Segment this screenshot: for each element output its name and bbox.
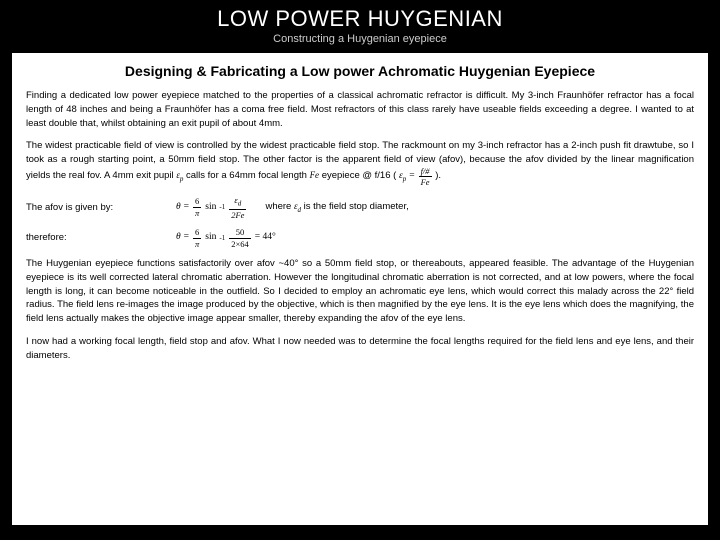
row-afov-formula: The afov is given by: θ = 6 π sin-1 εd 2… xyxy=(26,196,694,219)
formula-therefore: θ = 6 π sin-1 50 2×64 = 44° xyxy=(176,228,276,248)
fraction: εd 2Fe xyxy=(229,196,246,219)
fraction: 6 π xyxy=(193,197,201,217)
paragraph-closing: I now had a working focal length, field … xyxy=(26,335,694,363)
text-run: calls for a 64mm focal length xyxy=(186,170,310,181)
var-epsilon-p: εp xyxy=(176,170,183,180)
label-afov: The afov is given by: xyxy=(26,201,158,215)
row-therefore: therefore: θ = 6 π sin-1 50 2×64 = 44° xyxy=(26,228,694,248)
paragraph-huygenian: The Huygenian eyepiece functions satisfa… xyxy=(26,257,694,326)
text-run: ). xyxy=(435,170,441,181)
fraction: 50 2×64 xyxy=(229,228,251,248)
text-run: eyepiece @ f/16 ( xyxy=(322,170,397,181)
label-therefore: therefore: xyxy=(26,231,158,245)
paragraph-intro: Finding a dedicated low power eyepiece m… xyxy=(26,89,694,130)
document-heading: Designing & Fabricating a Low power Achr… xyxy=(26,63,694,79)
fraction: f/# Fe xyxy=(419,167,432,187)
var-fe: Fe xyxy=(310,170,320,180)
paragraph-fieldstop: The widest practicable field of view is … xyxy=(26,139,694,187)
formula-afov: θ = 6 π sin-1 εd 2Fe xyxy=(176,196,247,219)
slide-header: LOW POWER HUYGENIAN Constructing a Huyge… xyxy=(0,0,720,49)
formula-exit-pupil: εp = f/# Fe xyxy=(399,167,433,187)
slide-subtitle: Constructing a Huygenian eyepiece xyxy=(0,33,720,45)
document-body: Designing & Fabricating a Low power Achr… xyxy=(12,53,708,525)
afov-where: where εd is the field stop diameter, xyxy=(265,200,408,215)
fraction: 6 π xyxy=(193,228,201,248)
slide-title: LOW POWER HUYGENIAN xyxy=(0,6,720,32)
